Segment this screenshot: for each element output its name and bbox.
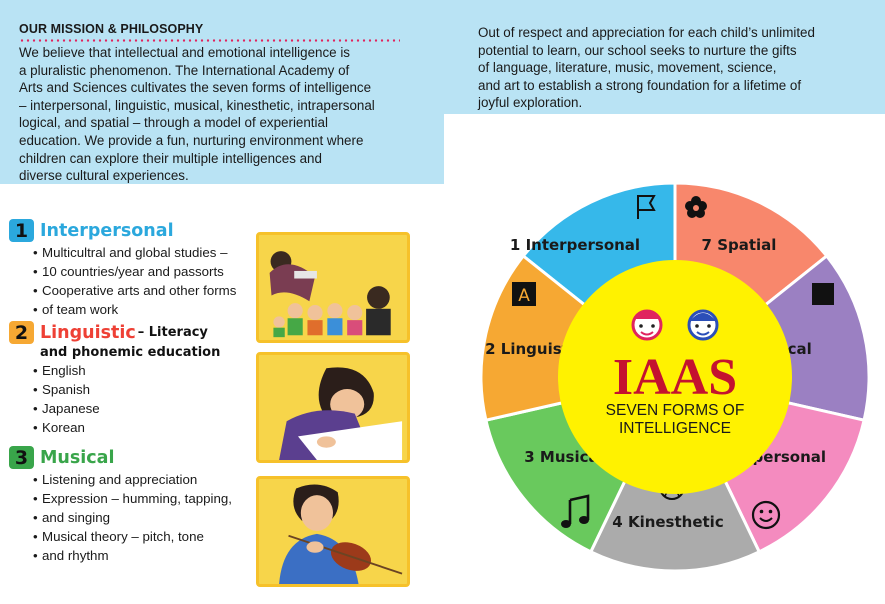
section-number-badge: 2: [9, 321, 34, 344]
mission-text: We believe that intellectual and emotion…: [19, 44, 439, 185]
wheel-segment-label: 7 Spatial: [702, 236, 777, 254]
bullet-item: English: [33, 361, 254, 380]
bullet-item: Multicultral and global studies –: [33, 243, 254, 262]
mission-line: – interpersonal, linguistic, musical, ki…: [19, 97, 375, 113]
music-note-icon: [561, 494, 590, 528]
bullet-item-continued: 10 countries/year and passorts: [33, 262, 254, 281]
bullet-item: Musical theory – pitch, tone: [33, 527, 254, 546]
respect-line: potential to learn, our school seeks to …: [478, 42, 797, 58]
smiley-icon: [751, 500, 781, 530]
respect-line: Out of respect and appreciation for each…: [478, 25, 815, 40]
section-title: Musical: [40, 447, 115, 468]
bullet-item: Expression – humming, tapping,: [33, 489, 254, 508]
bullet-item-continued: and singing: [33, 508, 254, 527]
girl-face-icon: [631, 309, 663, 341]
mission-line: logical, and spatial – through a model o…: [19, 115, 328, 131]
respect-line: of language, literature, music, movement…: [478, 60, 777, 76]
center-logo: IAAS: [613, 349, 737, 406]
section-title: Linguistic: [40, 322, 136, 343]
children-group-illustration: [260, 235, 406, 340]
mission-band: [0, 0, 444, 184]
mission-block: OUR MISSION & PHILOSOPHY: [19, 22, 439, 36]
respect-text: Out of respect and appreciation for each…: [478, 24, 878, 112]
section-number-badge: 3: [9, 446, 34, 469]
bullet-item: Spanish: [33, 380, 254, 399]
wheel-segment-label: 2 Linguistic: [485, 340, 583, 358]
wheel-center: [558, 260, 792, 494]
mission-line: children can explore their multiple inte…: [19, 150, 322, 166]
svg-text:A: A: [518, 286, 530, 306]
title-divider: [19, 39, 400, 42]
mission-line: We believe that intellectual and emotion…: [19, 45, 350, 60]
center-line2: INTELLIGENCE: [619, 420, 731, 437]
mission-line: Arts and Sciences cultivates the seven f…: [19, 80, 372, 96]
boy-face-icon: [687, 309, 719, 341]
center-line1: SEVEN FORMS OF: [606, 402, 745, 419]
section-number-badge: 1: [9, 219, 34, 242]
bullet-item-continued: and rhythm: [33, 546, 254, 565]
bullet-item: Listening and appreciation: [33, 470, 254, 489]
mission-title: OUR MISSION & PHILOSOPHY: [19, 22, 204, 36]
square-icon: [812, 283, 834, 305]
bullet-item: Korean: [33, 418, 254, 437]
section-linguistic: 2 Linguistic – Literacy and phonemic edu…: [9, 321, 254, 437]
section-title: Interpersonal: [40, 220, 174, 241]
photo-children-group: [256, 232, 410, 343]
mission-line: a pluralistic phenomenon. The Internatio…: [19, 62, 350, 78]
section-subtitle: – Literacy: [137, 325, 208, 340]
wheel-segment-label: 4 Kinesthetic: [612, 513, 723, 531]
bullet-item: Japanese: [33, 399, 254, 418]
flower-icon: [685, 196, 707, 218]
section-subtitle-line2: and phonemic education: [40, 345, 221, 360]
respect-line: and art to establish a strong foundation…: [478, 77, 802, 93]
child-violin-illustration: [260, 479, 406, 584]
child-drawing-illustration: [260, 355, 406, 460]
wheel-segment-label: 1 Interpersonal: [510, 236, 640, 254]
bullet-item-continued: of team work: [33, 300, 254, 319]
flag-icon: [637, 195, 656, 219]
section-interpersonal: 1 Interpersonal Multicultral and global …: [9, 219, 254, 319]
mission-line: diverse cultural experiences.: [19, 168, 189, 184]
mission-line: education. We provide a fun, nurturing e…: [19, 132, 364, 148]
respect-line: joyful exploration.: [478, 95, 583, 111]
respect-band: [444, 0, 885, 114]
bullet-item: Cooperative arts and other forms: [33, 281, 254, 300]
letter-a-icon: A: [512, 282, 536, 306]
section-musical: 3 Musical Listening and appreciation Exp…: [9, 446, 254, 565]
wheel-segment-label: 3 Musical: [524, 448, 604, 466]
photo-child-drawing: [256, 352, 410, 463]
photo-child-violin: [256, 476, 410, 587]
